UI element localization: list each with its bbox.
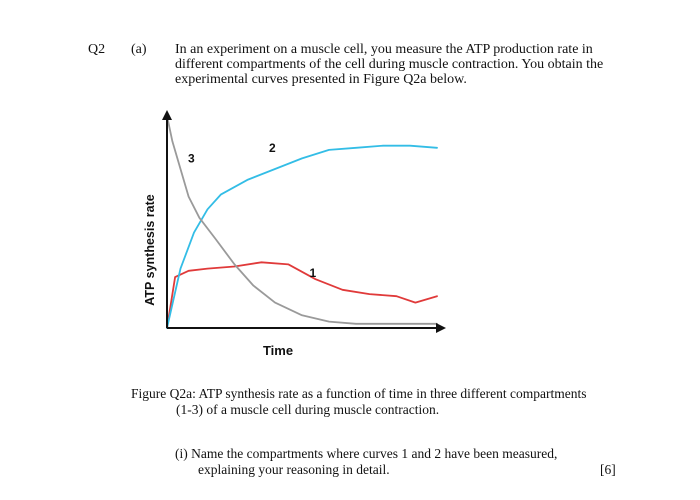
series-line-2 — [166, 144, 438, 329]
question-number: Q2 — [88, 42, 106, 57]
y-axis-label: ATP synthesis rate — [143, 194, 157, 305]
subquestion-line: Name the compartments where curves 1 and… — [191, 446, 558, 461]
axes-layer: ATP synthesis rate Time — [143, 110, 446, 358]
curve-label-2: 2 — [269, 141, 276, 155]
labels-layer: 3 2 1 — [188, 141, 317, 280]
x-axis-arrow — [436, 323, 446, 333]
intro-line: experimental curves presented in Figure … — [175, 72, 467, 87]
atp-synthesis-chart: ATP synthesis rate Time 3 2 1 — [143, 110, 446, 358]
subquestion-line: explaining your reasoning in detail. — [198, 462, 390, 477]
series-line-1 — [166, 261, 438, 329]
intro-line: different compartments of the cell durin… — [175, 57, 604, 72]
y-axis-arrow — [162, 110, 172, 120]
caption-line: (1-3) of a muscle cell during muscle con… — [176, 402, 440, 417]
series-line-3 — [166, 115, 438, 325]
question-part: (a) — [131, 42, 147, 57]
subquestion-label: (i) — [175, 446, 188, 461]
marks-badge: [6] — [600, 462, 616, 477]
question-intro: In an experiment on a muscle cell, you m… — [175, 42, 635, 87]
series-layer — [166, 115, 438, 329]
curve-label-1: 1 — [309, 266, 316, 280]
subquestion: (i) Name the compartments where curves 1… — [175, 446, 605, 478]
figure-caption: Figure Q2a: ATP synthesis rate as a func… — [131, 386, 631, 418]
caption-line: Figure Q2a: ATP synthesis rate as a func… — [131, 386, 587, 401]
curve-label-3: 3 — [188, 152, 195, 166]
intro-line: In an experiment on a muscle cell, you m… — [175, 42, 593, 57]
x-axis-label: Time — [263, 343, 293, 358]
